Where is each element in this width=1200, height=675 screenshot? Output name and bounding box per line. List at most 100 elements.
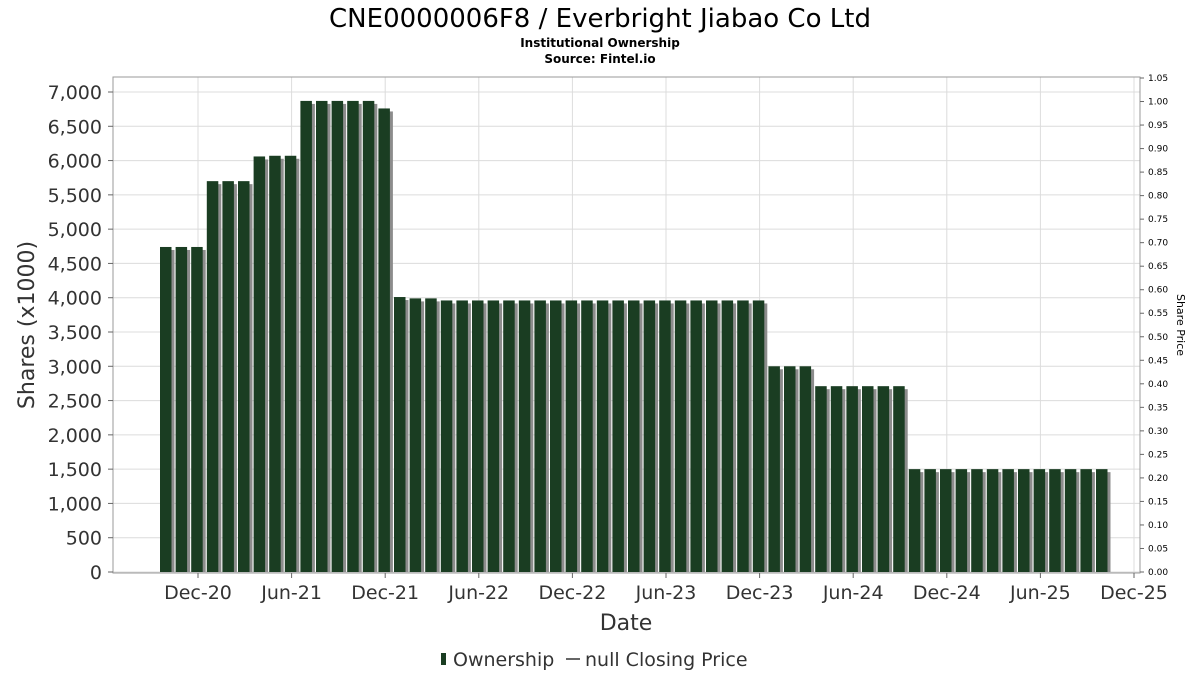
y-tick-label: 4,500 — [48, 253, 102, 275]
bar-ownership — [581, 300, 596, 572]
y-axis-label: Shares (x1000) — [15, 241, 40, 409]
y-tick-label: 5,500 — [48, 185, 102, 207]
x-tick-label: Jun-23 — [635, 582, 697, 604]
x-tick-label: Jun-22 — [447, 582, 509, 604]
bar-ownership — [565, 300, 581, 572]
bar-body — [971, 469, 983, 572]
bar-ownership — [877, 386, 893, 572]
bar-body — [846, 386, 858, 572]
bar-body — [768, 366, 780, 572]
bar-body — [300, 100, 312, 573]
bar-body — [596, 300, 609, 572]
y-tick-label: 7,000 — [48, 82, 102, 104]
bar-body — [253, 156, 266, 572]
bar-body — [425, 298, 437, 572]
bar-ownership — [160, 246, 175, 572]
bar-body — [284, 155, 297, 572]
bar-body — [986, 469, 999, 572]
y2-tick-label: 0.50 — [1148, 333, 1168, 343]
bar-body — [628, 300, 640, 572]
bar-ownership — [394, 297, 409, 572]
bar-ownership — [269, 155, 284, 572]
x-tick-label: Dec-20 — [164, 582, 232, 604]
x-tick-label: Dec-22 — [538, 582, 606, 604]
bar-ownership — [487, 300, 503, 572]
bar-body — [160, 246, 172, 572]
bar-body — [347, 100, 359, 573]
bar-body — [175, 246, 188, 572]
legend-ownership-label: Ownership — [453, 649, 554, 671]
bar-ownership — [316, 100, 331, 573]
bar-ownership — [1096, 469, 1111, 572]
bar-ownership — [1033, 469, 1049, 572]
bar-ownership — [815, 386, 830, 572]
y2-tick-label: 0.05 — [1148, 544, 1168, 554]
bar-ownership — [908, 469, 924, 572]
legend-ownership-marker — [441, 653, 446, 665]
bar-ownership — [674, 300, 690, 572]
bar-ownership — [518, 300, 534, 572]
bar-body — [191, 246, 203, 572]
bar-body — [862, 386, 874, 572]
y-tick-label: 500 — [66, 528, 102, 550]
bar-body — [721, 300, 734, 572]
y2-tick-label: 0.20 — [1148, 474, 1168, 484]
plot-area-frame — [112, 76, 1141, 574]
bar-body — [456, 300, 468, 572]
y2-axis-label: Share Price — [1174, 294, 1187, 356]
y2-tick-label: 0.00 — [1148, 568, 1168, 578]
bar-body — [690, 300, 702, 572]
bar-body — [362, 100, 375, 573]
bar-body — [1080, 469, 1092, 572]
bar-ownership — [643, 300, 659, 572]
y2-tick-label: 0.25 — [1148, 450, 1168, 460]
bar-body — [238, 181, 250, 572]
bar-ownership — [893, 386, 908, 572]
bar-body — [612, 300, 624, 572]
bar-ownership — [1002, 469, 1017, 572]
bar-ownership — [503, 300, 518, 572]
bar-body — [940, 469, 952, 572]
bar-ownership — [238, 181, 253, 572]
x-tick-label: Jun-21 — [260, 582, 322, 604]
bar-ownership — [940, 469, 955, 572]
y2-tick-label: 0.60 — [1148, 286, 1168, 296]
bar-ownership — [752, 300, 768, 572]
bar-body — [487, 300, 500, 572]
bar-body — [269, 155, 281, 572]
bar-ownership — [596, 300, 612, 572]
bar-ownership — [331, 100, 347, 573]
bar-body — [893, 386, 905, 572]
y-tick-label: 2,000 — [48, 425, 102, 447]
ownership-bars — [160, 100, 1111, 573]
x-axis-label: Date — [600, 611, 653, 636]
bar-ownership — [472, 300, 487, 572]
y2-tick-label: 0.15 — [1148, 497, 1168, 507]
bar-ownership — [347, 100, 362, 573]
bar-ownership — [456, 300, 471, 572]
bar-ownership — [721, 300, 737, 572]
bar-body — [877, 386, 890, 572]
chart-subtitle-source: Source: Fintel.io — [544, 52, 655, 66]
y2-tick-label: 0.10 — [1148, 521, 1168, 531]
x-tick-label: Dec-25 — [1100, 582, 1168, 604]
y2-tick-label: 0.65 — [1148, 262, 1168, 272]
bar-ownership — [628, 300, 643, 572]
bar-body — [222, 181, 234, 572]
chart-subtitle-ownership: Institutional Ownership — [520, 36, 680, 50]
bar-body — [737, 300, 749, 572]
y2-tick-label: 0.55 — [1148, 309, 1168, 319]
legend-closing-price-label: null Closing Price — [585, 649, 748, 671]
bar-ownership — [986, 469, 1002, 572]
y2-tick-label: 0.45 — [1148, 356, 1168, 366]
bar-body — [550, 300, 562, 572]
y-tick-label: 1,000 — [48, 493, 102, 515]
bar-body — [659, 300, 671, 572]
bar-body — [394, 297, 406, 572]
bar-ownership — [971, 469, 986, 572]
chart-title: CNE0000006F8 / Everbright Jiabao Co Ltd — [329, 4, 871, 34]
bar-body — [784, 366, 796, 572]
bar-ownership — [846, 386, 861, 572]
y2-tick-label: 0.40 — [1148, 380, 1168, 390]
